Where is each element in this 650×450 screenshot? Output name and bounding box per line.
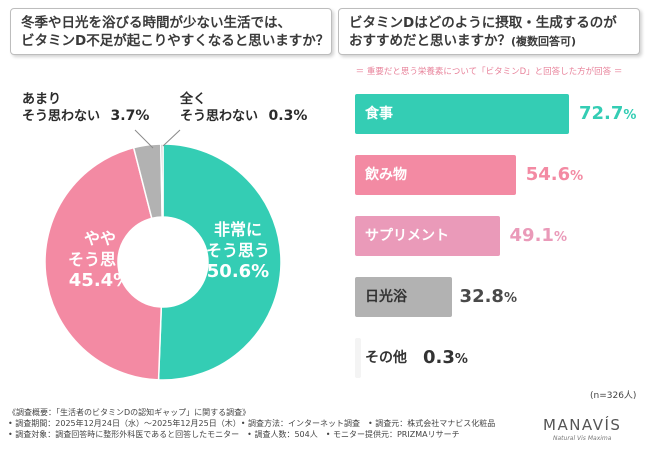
- pie-label-notatall-line1: 全く: [180, 92, 207, 107]
- bar-sunbathing: [355, 277, 452, 317]
- pie-label-very-line1: 非常に: [213, 220, 262, 239]
- sample-size: (n=326人): [590, 391, 637, 401]
- pie-label-some-line1: やや: [83, 229, 116, 248]
- question-2-box: ビタミンDはどのように摂取・生成するのが おすすめだと思いますか？(複数回答可): [338, 8, 640, 55]
- pie-label-very: 非常に そう思う 50.6%: [193, 219, 283, 282]
- bar-value-drinks: 54.6%: [526, 155, 583, 195]
- footer-line-3: • 調査対象：調査回答時に整形外科医であると回答したモニター • 調査人数：50…: [8, 430, 460, 439]
- pie-label-some-pct: 45.4%: [68, 270, 132, 291]
- leader-line-not-much: [134, 129, 154, 149]
- pie-label-notmuch-line1: あまり: [22, 92, 62, 107]
- bar-food: [355, 94, 569, 134]
- question-1-line-1: 冬季や日光を浴びる時間が少ない生活では、: [21, 15, 291, 31]
- bar-value-sunbathing-number: 32.8: [459, 286, 504, 307]
- pie-label-very-pct: 50.6%: [206, 261, 270, 282]
- question-1-line-2: ビタミンD不足が起こりやすくなると思いますか？: [21, 33, 330, 49]
- question-2-line-1: ビタミンDはどのように摂取・生成するのが: [349, 15, 617, 31]
- bar-value-supplements-unit: %: [553, 230, 567, 245]
- pie-label-notmuch: あまり そう思わない 3.7%: [22, 92, 149, 125]
- footer-line-2: • 調査期間：2025年12月24日（水）～2025年12月25日（木）• 調査…: [8, 419, 496, 428]
- bar-value-other-unit: %: [454, 352, 468, 367]
- question-1-box: 冬季や日光を浴びる時間が少ない生活では、 ビタミンD不足が起こりやすくなると思い…: [10, 8, 332, 55]
- pie-label-notatall: 全く そう思わない 0.3%: [180, 92, 307, 125]
- pie-label-notmuch-pct: 3.7%: [110, 108, 150, 124]
- bar-value-food-unit: %: [623, 108, 637, 123]
- brand-logo: MANAVÍS: [543, 416, 622, 434]
- bar-value-sunbathing-unit: %: [503, 291, 517, 306]
- bar-drinks: [355, 155, 516, 195]
- pie-label-very-line2: そう思う: [205, 241, 270, 260]
- question-2-suffix: (複数回答可): [511, 35, 577, 48]
- respondent-note: ＝ 重要だと思う栄養素について「ビタミンD」と回答した方が回答 ＝: [355, 67, 623, 77]
- pie-label-notmuch-line2: そう思わない: [22, 109, 101, 124]
- bar-value-drinks-number: 54.6: [525, 164, 571, 185]
- pie-label-notatall-line2: そう思わない: [180, 109, 259, 124]
- pie-slice-not-at-all: [160, 143, 164, 218]
- bar-value-supplements-number: 49.1: [509, 225, 554, 246]
- bar-label-other: その他: [365, 350, 407, 366]
- pie-label-some: やや そう思う 45.4%: [55, 228, 145, 291]
- bar-value-food: 72.7%: [579, 94, 636, 134]
- bar-value-other-number: 0.3: [423, 347, 455, 368]
- bar-value-sunbathing: 32.8%: [460, 277, 517, 317]
- pie-slice-somewhat: [44, 146, 163, 381]
- pie-label-notatall-pct: 0.3%: [268, 108, 308, 124]
- bar-label-sunbathing: 日光浴: [365, 289, 407, 305]
- bar-value-food-number: 72.7: [579, 103, 624, 124]
- bar-label-food: 食事: [365, 106, 393, 122]
- pie-label-some-line2: そう思う: [67, 250, 132, 269]
- footer-line-1: 《調査概要：「生活者のビタミンDの認知ギャップ」に関する調査》: [8, 408, 251, 417]
- pie-slice-very: [157, 143, 282, 381]
- bar-value-drinks-unit: %: [570, 169, 584, 184]
- leader-line-not-at-all: [162, 129, 181, 147]
- brand-tagline: Natural Vis Maxima: [553, 435, 612, 442]
- bar-label-drinks: 飲み物: [365, 167, 407, 183]
- bar-value-supplements: 49.1%: [510, 216, 567, 256]
- bar-value-other: 0.3%: [423, 338, 468, 378]
- bar-other: [355, 338, 361, 378]
- bar-supplements: [355, 216, 500, 256]
- question-2-line-2: おすすめだと思いますか？: [349, 33, 511, 49]
- bar-label-supplements: サプリメント: [365, 228, 449, 244]
